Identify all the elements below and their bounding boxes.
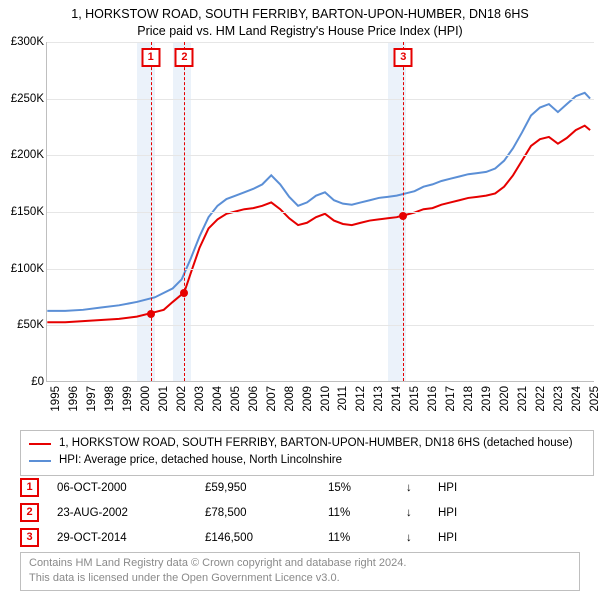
x-axis-label: 2011: [337, 386, 349, 411]
x-axis-label: 2017: [445, 386, 457, 412]
legend-swatch: [29, 443, 51, 445]
title-line-1: 1, HORKSTOW ROAD, SOUTH FERRIBY, BARTON-…: [0, 6, 600, 23]
y-axis-label: £250K: [4, 93, 44, 105]
y-axis-label: £200K: [4, 149, 44, 161]
marker-line: [151, 42, 152, 381]
x-axis-label: 2003: [194, 386, 206, 412]
marker-ref-label: HPI: [438, 532, 478, 544]
y-axis-label: £100K: [4, 263, 44, 275]
down-arrow-icon: ↓: [406, 532, 420, 544]
marker-badge: 2: [175, 48, 194, 67]
gridline: [47, 325, 594, 326]
legend-swatch: [29, 460, 51, 462]
x-axis-label: 2024: [571, 386, 583, 412]
x-axis-label: 2004: [212, 386, 224, 412]
x-axis-label: 1995: [50, 386, 62, 412]
marker-badge: 3: [394, 48, 413, 67]
marker-index: 3: [20, 528, 39, 547]
x-axis-label: 2018: [463, 386, 475, 412]
x-axis-label: 1996: [68, 386, 80, 412]
x-axis-label: 2019: [481, 386, 493, 412]
gridline: [47, 99, 594, 100]
x-axis-label: 2009: [302, 386, 314, 412]
marker-date: 29-OCT-2014: [57, 532, 187, 544]
chart-area: 123 £0£50K£100K£150K£200K£250K£300K19951…: [0, 42, 600, 422]
x-axis-label: 2006: [248, 386, 260, 412]
legend-label: HPI: Average price, detached house, Nort…: [59, 452, 342, 469]
marker-index: 2: [20, 503, 39, 522]
x-axis-label: 1998: [104, 386, 116, 412]
x-axis-label: 2007: [266, 386, 278, 412]
marker-dot: [399, 212, 407, 220]
marker-index: 1: [20, 478, 39, 497]
x-axis-label: 2025: [589, 386, 600, 412]
plot: 12 3: [46, 42, 594, 382]
x-axis-label: 2005: [230, 386, 242, 412]
marker-price: £146,500: [205, 532, 310, 544]
x-axis-label: 2010: [320, 386, 332, 412]
marker-line: [184, 42, 185, 381]
y-axis-label: £300K: [4, 36, 44, 48]
series-hpi: [47, 93, 590, 311]
y-axis-label: £50K: [4, 319, 44, 331]
gridline: [47, 42, 594, 43]
marker-row: 2 23-AUG-2002 £78,500 11% ↓ HPI: [20, 500, 580, 525]
x-axis-label: 2021: [517, 386, 529, 412]
x-axis-label: 2001: [158, 386, 170, 412]
marker-price: £59,950: [205, 482, 310, 494]
marker-date: 23-AUG-2002: [57, 507, 187, 519]
x-axis-label: 2000: [140, 386, 152, 412]
marker-table: 1 06-OCT-2000 £59,950 15% ↓ HPI 2 23-AUG-2002 £7…: [20, 475, 580, 550]
x-axis-label: 2022: [535, 386, 547, 412]
x-axis-label: 2015: [409, 386, 421, 412]
title-line-2: Price paid vs. HM Land Registry's House …: [0, 23, 600, 40]
marker-pct: 11%: [328, 507, 388, 519]
down-arrow-icon: ↓: [406, 507, 420, 519]
marker-price: £78,500: [205, 507, 310, 519]
marker-badge: 1: [141, 48, 160, 67]
marker-row: 3 29-OCT-2014 £146,500 11% ↓ HPI: [20, 525, 580, 550]
marker-dot: [147, 310, 155, 318]
x-axis-label: 2016: [427, 386, 439, 412]
down-arrow-icon: ↓: [406, 482, 420, 494]
marker-row: 1 06-OCT-2000 £59,950 15% ↓ HPI: [20, 475, 580, 500]
x-axis-label: 1999: [122, 386, 134, 412]
gridline: [47, 269, 594, 270]
gridline: [47, 155, 594, 156]
gridline: [47, 212, 594, 213]
legend: 1, HORKSTOW ROAD, SOUTH FERRIBY, BARTON-…: [20, 430, 594, 476]
marker-date: 06-OCT-2000: [57, 482, 187, 494]
marker-ref-label: HPI: [438, 482, 478, 494]
x-axis-label: 2008: [284, 386, 296, 412]
legend-item: HPI: Average price, detached house, Nort…: [29, 452, 585, 469]
marker-dot: [180, 289, 188, 297]
marker-pct: 11%: [328, 532, 388, 544]
x-axis-label: 2014: [391, 386, 403, 412]
figure: 1, HORKSTOW ROAD, SOUTH FERRIBY, BARTON-…: [0, 0, 600, 590]
legend-label: 1, HORKSTOW ROAD, SOUTH FERRIBY, BARTON-…: [59, 435, 573, 452]
x-axis-label: 2013: [373, 386, 385, 412]
x-axis-label: 2002: [176, 386, 188, 412]
x-axis-label: 2012: [355, 386, 367, 412]
x-axis-label: 2020: [499, 386, 511, 412]
y-axis-label: £150K: [4, 206, 44, 218]
legend-item: 1, HORKSTOW ROAD, SOUTH FERRIBY, BARTON-…: [29, 435, 585, 452]
x-axis-label: 2023: [553, 386, 565, 412]
x-axis-label: 1997: [86, 386, 98, 412]
marker-pct: 15%: [328, 482, 388, 494]
marker-ref-label: HPI: [438, 507, 478, 519]
attribution-line: Contains HM Land Registry data © Crown c…: [29, 556, 571, 571]
attribution: Contains HM Land Registry data © Crown c…: [20, 552, 580, 591]
attribution-line: This data is licensed under the Open Gov…: [29, 571, 571, 586]
title-block: 1, HORKSTOW ROAD, SOUTH FERRIBY, BARTON-…: [0, 0, 600, 40]
y-axis-label: £0: [4, 376, 44, 388]
